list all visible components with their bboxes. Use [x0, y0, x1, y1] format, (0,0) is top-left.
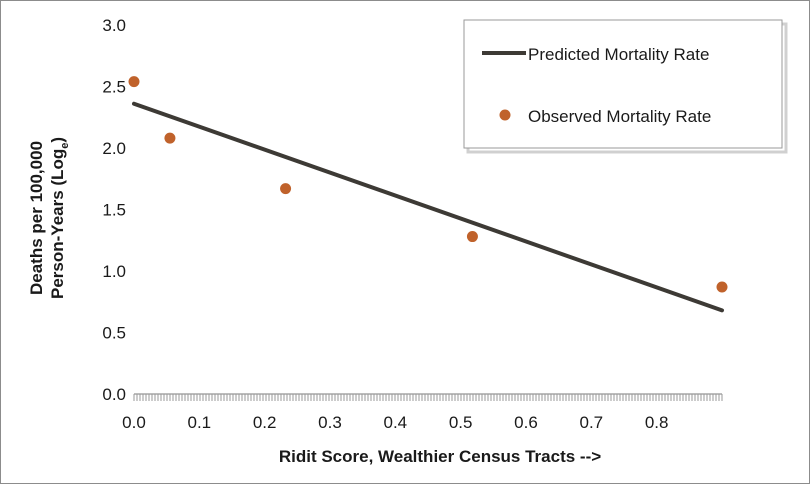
y-axis-title-line2: Person-Years (Loge): [48, 137, 71, 299]
x-tick-label: 0.2: [253, 413, 277, 432]
legend-box-front: [463, 19, 783, 149]
axes-layer: 0.0 0.5 1.0 1.5 2.0 2.5 3.0 0.0 0.1 0.2 0.3 0.4 0.5 0…: [102, 16, 723, 432]
y-tick-label: 0.0: [102, 385, 126, 404]
y-axis-title-line1: Deaths per 100,000: [27, 141, 46, 295]
predicted-mortality-line: [132, 101, 724, 313]
x-tick-label: 0.8: [645, 413, 669, 432]
x-axis-title: Ridit Score, Wealthier Census Tracts -->: [279, 447, 601, 466]
observed-mortality-point: [164, 132, 176, 144]
y-axis-title-suffix: ): [48, 137, 67, 143]
y-tick-label: 3.0: [102, 16, 126, 35]
marks-layer: [128, 76, 728, 313]
y-tick-label: 2.5: [102, 78, 126, 97]
x-tick-label: 0.3: [318, 413, 342, 432]
x-tick-label: 0.4: [384, 413, 408, 432]
x-tick-label: 0.6: [514, 413, 538, 432]
x-tick-label: 0.1: [188, 413, 212, 432]
observed-mortality-point: [716, 281, 728, 293]
x-tick-label: 0.0: [122, 413, 146, 432]
y-axis-title-prefix: Person-Years (Log: [48, 149, 67, 299]
observed-mortality-point: [466, 231, 478, 243]
observed-mortality-point: [280, 183, 292, 195]
legend-label-predicted: Predicted Mortality Rate: [528, 45, 709, 64]
y-tick-label: 1.5: [102, 201, 126, 220]
y-axis-title-subscript: e: [59, 143, 71, 149]
y-tick-label: 0.5: [102, 324, 126, 343]
y-tick-label: 2.0: [102, 139, 126, 158]
observed-mortality-point: [128, 76, 140, 88]
legend: Predicted Mortality Rate Observed Mortal…: [463, 19, 788, 154]
x-tick-label: 0.5: [449, 413, 473, 432]
legend-label-observed: Observed Mortality Rate: [528, 107, 711, 126]
legend-dot-swatch: [499, 109, 511, 121]
y-tick-label: 1.0: [102, 262, 126, 281]
y-axis-title: Deaths per 100,000 Person-Years (Loge): [27, 137, 71, 299]
x-tick-label: 0.7: [580, 413, 604, 432]
